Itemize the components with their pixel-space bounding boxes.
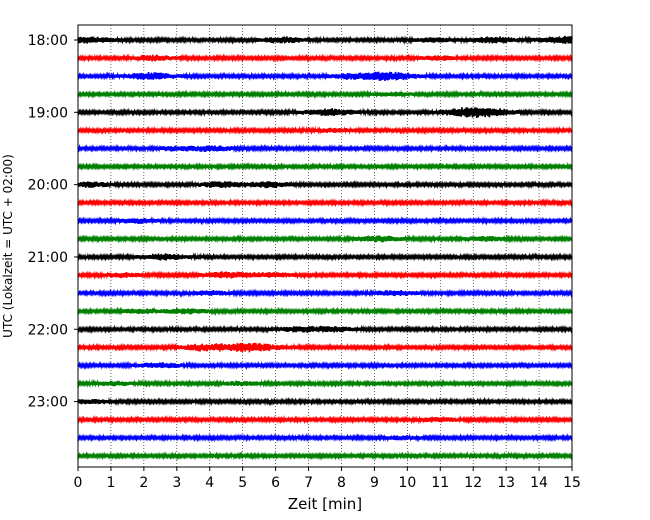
trace-line bbox=[77, 451, 573, 461]
x-tick-label: 6 bbox=[271, 475, 280, 491]
trace-line bbox=[77, 270, 573, 280]
trace-line bbox=[77, 215, 573, 226]
trace-line bbox=[77, 233, 573, 244]
trace-line bbox=[77, 143, 573, 154]
y-tick-label: 23:00 bbox=[28, 395, 68, 411]
x-tick-label: 5 bbox=[238, 475, 247, 491]
y-tick-label: 19:00 bbox=[28, 105, 68, 121]
x-axis-ticks: 0 1 2 3 4 5 6 7 8 9 10 11 12 13 14 15 bbox=[74, 467, 581, 491]
x-tick-label: 0 bbox=[74, 475, 83, 491]
y-axis-label: UTC (Lokalzeit = UTC + 02:00) bbox=[1, 154, 15, 338]
y-tick-label: 22:00 bbox=[28, 322, 68, 338]
y-tick-label: 20:00 bbox=[28, 178, 68, 194]
x-tick-label: 15 bbox=[563, 475, 581, 491]
x-tick-label: 14 bbox=[530, 475, 548, 491]
trace-line bbox=[77, 89, 573, 99]
trace-line bbox=[77, 288, 573, 298]
x-tick-label: 3 bbox=[172, 475, 181, 491]
trace-line bbox=[77, 324, 573, 335]
x-tick-label: 7 bbox=[304, 475, 313, 491]
trace-line bbox=[77, 252, 573, 262]
trace-line bbox=[77, 306, 573, 317]
x-tick-label: 4 bbox=[205, 475, 214, 491]
x-tick-label: 8 bbox=[337, 475, 346, 491]
y-tick-label: 21:00 bbox=[28, 250, 68, 266]
plot-frame bbox=[77, 24, 573, 468]
trace-line bbox=[77, 342, 573, 353]
trace-line bbox=[77, 179, 573, 190]
x-tick-label: 9 bbox=[370, 475, 379, 491]
trace-line bbox=[77, 125, 573, 136]
trace-line bbox=[77, 396, 573, 407]
trace-line bbox=[77, 378, 573, 389]
trace-line bbox=[77, 161, 573, 172]
trace-line bbox=[77, 107, 573, 118]
x-axis-label: Zeit [min] bbox=[288, 495, 362, 513]
trace-line bbox=[77, 53, 573, 63]
x-tick-label: 12 bbox=[464, 475, 482, 491]
x-tick-label: 1 bbox=[106, 475, 115, 491]
x-tick-label: 10 bbox=[398, 475, 416, 491]
trace-line bbox=[77, 197, 573, 208]
trace-line bbox=[77, 433, 573, 443]
trace-line bbox=[77, 414, 573, 425]
x-tick-label: 11 bbox=[431, 475, 449, 491]
x-tick-label: 13 bbox=[497, 475, 515, 491]
y-tick-label: 18:00 bbox=[28, 33, 68, 49]
trace-rows bbox=[77, 35, 573, 461]
trace-line bbox=[77, 71, 573, 81]
y-axis-ticks: 18:00 19:00 20:00 21:00 22:00 23:00 bbox=[28, 33, 78, 411]
x-tick-label: 2 bbox=[139, 475, 148, 491]
trace-line bbox=[77, 35, 573, 45]
trace-line bbox=[77, 360, 573, 371]
